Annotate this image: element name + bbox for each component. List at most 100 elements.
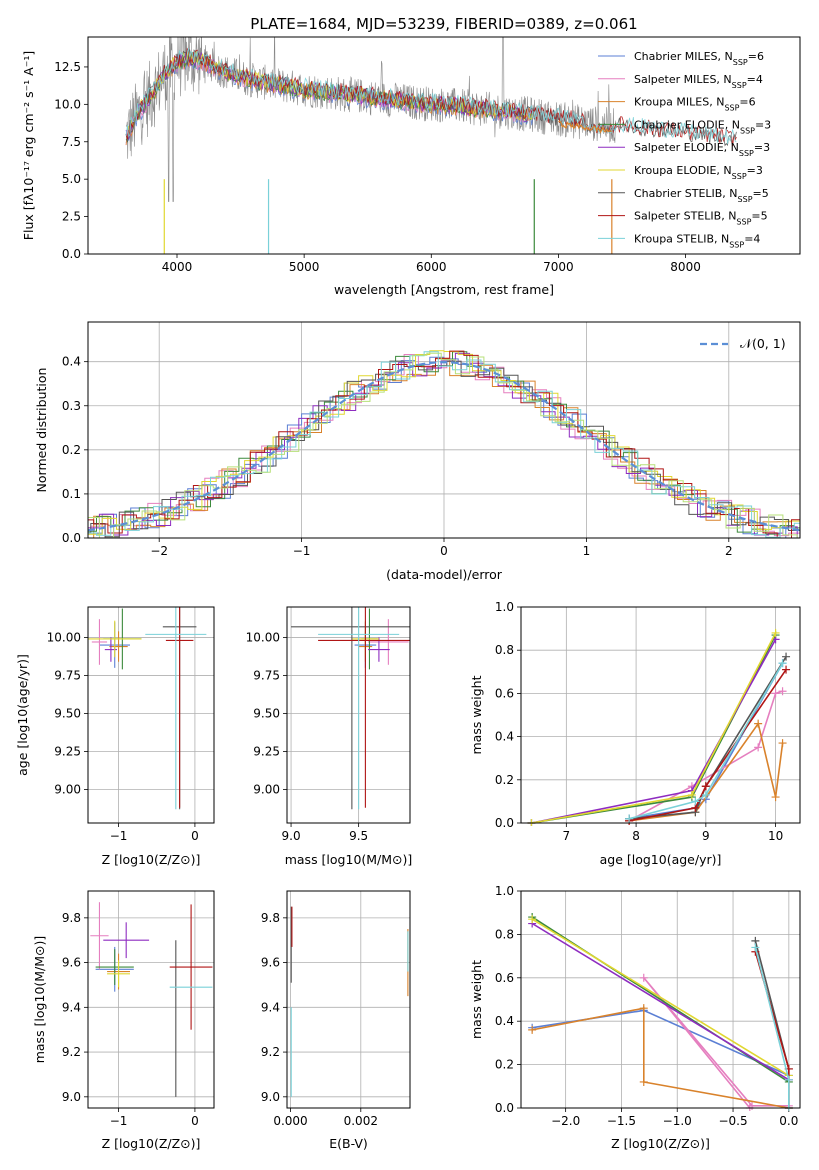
mass-weight-vs-age-panel: 7 8 9 10 0.0 0.2 0.4 0.6 0.8 1.0 age [log10(age/yr… [469,600,801,867]
series-marker [782,665,791,674]
errorbar-marks [88,607,207,810]
y-tick-label: 1.0 [495,884,514,898]
legend-entry: Salpeter STELIB, NSSP=5 [634,210,768,227]
series-marker [771,628,780,637]
series-line [531,918,790,1077]
y-tick-label: 0.2 [495,773,514,787]
x-tick-label: 10 [768,829,783,843]
y-axis-label: Normed distribution [34,368,49,493]
y-tick-label: 9.8 [62,911,81,925]
legend-entry: Chabrier ELODIE, NSSP=3 [634,118,771,135]
legend-subscript: SSP [733,58,748,67]
series-marker [771,793,780,802]
mass-weight-lines [528,913,793,1111]
x-tick-label: −1 [110,1114,128,1128]
x-tick-label: 9.0 [282,829,301,843]
x-tick-label: 5000 [289,260,320,274]
y-tick-label: 9.50 [54,706,81,720]
series-marker [778,659,787,668]
series-line [532,1009,790,1077]
legend-subscript: SSP [729,240,744,249]
axes-frame [87,606,215,824]
series-marker [639,1004,648,1013]
x-axis-label: Z [log10(Z/Z⊙)] [611,1136,710,1151]
y-tick-label: 7.5 [62,135,81,149]
y-tick-label: 10.00 [246,630,280,644]
mass-vs-ebv-panel: 0.000 0.002 9.0 9.2 9.4 9.6 9.8 E(B-V) [261,890,411,1151]
axes-frame [520,890,801,1109]
y-tick-label: 9.2 [62,1045,81,1059]
y-tick-label: 1.0 [495,600,514,614]
errorbar-marks [291,607,410,810]
series-marker [751,943,760,952]
series-marker [687,790,696,799]
age-vs-metallicity-panel: −1 0 9.00 9.25 9.50 9.75 10.00 Z [log10(Z/Z⊙)] a… [15,606,215,867]
x-tick-label: −0.5 [718,1114,747,1128]
mass-weight-vs-metallicity-panel: −2.0 −1.5 −1.0 −0.5 0.0 0.0 0.2 0.4 0.6 0.8 1.0 Z [… [469,884,801,1151]
legend-subscript: SSP [739,149,754,158]
series-marker [528,915,537,924]
series-marker [771,689,780,698]
y-tick-label: 9.00 [54,783,81,797]
x-tick-label: −1 [110,829,128,843]
x-axis-label: E(B-V) [329,1136,368,1151]
y-tick-label: 9.75 [54,668,81,682]
age-vs-mass-panel: 9.0 9.5 9.00 9.25 9.50 9.75 10.00 mass [log10(M… [246,606,412,867]
series-marker [784,1075,793,1084]
series-marker [625,814,634,823]
series-line [531,639,777,824]
spectrum-panel: 4000 5000 6000 7000 8000 0.0 2.5 5.0 7.5 10.0 12.5… [21,36,801,297]
x-tick-label: 7000 [543,260,574,274]
x-tick-label: 4000 [162,260,193,274]
series-marker [778,687,787,696]
series-marker [639,973,648,982]
model-spectrum-tail [558,120,612,134]
y-axis-label: mass [log10(M/M⊙)] [32,936,47,1064]
x-axis-label: Z [log10(Z/Z⊙)] [102,1136,201,1151]
y-tick-label: 0.2 [62,443,81,457]
legend-nssp-value: =3 [754,141,770,154]
series-marker [778,739,787,748]
histogram-step-line [88,351,800,538]
series-line [531,632,777,824]
series-marker [701,790,710,799]
x-tick-label: −2 [150,544,168,558]
y-tick-label: 9.6 [261,956,280,970]
y-tick-label: 9.25 [253,745,280,759]
x-tick-label: 7 [563,829,571,843]
series-line [643,977,789,1109]
series-line [628,662,784,820]
legend-entry: Kroupa ELODIE, NSSP=3 [634,164,763,181]
series-line [532,1007,789,1109]
series-marker [754,719,763,728]
y-tick-label: 9.25 [54,745,81,759]
y-axis-label: Flux [fλ10⁻¹⁷ erg cm⁻² s⁻¹ A⁻¹] [21,51,36,240]
y-tick-label: 9.2 [261,1045,280,1059]
legend-nssp-value: =6 [739,96,755,109]
y-tick-label: 0.0 [62,531,81,545]
y-tick-label: 0.0 [62,247,81,261]
y-tick-label: 12.5 [54,60,81,74]
y-axis-label: mass weight [469,675,484,754]
legend-subscript: SSP [732,80,747,89]
spectrum-lines [125,37,737,254]
y-tick-label: 0.4 [62,355,81,369]
series-marker [701,782,710,791]
series-marker [754,743,763,752]
legend-entry: Kroupa STELIB, NSSP=4 [634,232,760,249]
series-line [629,656,787,820]
x-tick-label: 0.0 [779,1114,798,1128]
normal-curve-line [88,360,800,532]
legend-subscript: SSP [724,103,739,112]
x-tick-label: −1.0 [663,1114,692,1128]
legend-nssp-value: =4 [747,73,763,86]
model-spectrum-line [125,47,737,144]
histogram-axes-frame [87,321,801,539]
legend-entry: Kroupa MILES, NSSP=6 [634,96,756,113]
legend-entry: Salpeter MILES, NSSP=4 [634,73,763,90]
x-tick-label: 0.002 [344,1114,378,1128]
y-tick-label: 9.00 [253,783,280,797]
histogram-lines [88,350,800,538]
x-axis-label: Z [log10(Z/Z⊙)] [102,852,201,867]
